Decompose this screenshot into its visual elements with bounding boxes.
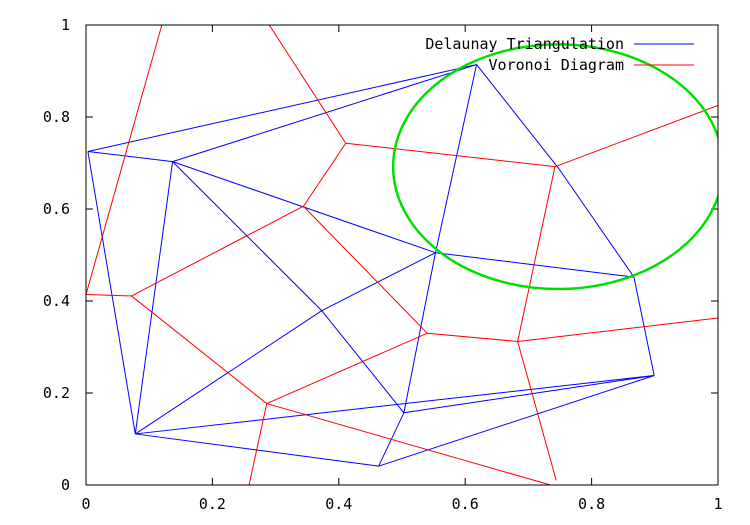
voronoi-edge (266, 403, 551, 485)
voronoi-edge (517, 317, 718, 342)
x-tick-label: 0 (81, 495, 90, 513)
voronoi-edge (248, 403, 268, 485)
y-tick-label: 0.4 (43, 292, 70, 310)
voronoi-edge (427, 332, 518, 342)
delaunay-edge (87, 64, 477, 152)
voronoi-edge (266, 332, 428, 405)
annotation-layer (391, 43, 718, 291)
x-tick-label: 1 (713, 495, 722, 513)
delaunay-edge (135, 375, 655, 435)
voronoi-edge (517, 341, 557, 481)
highlight-ellipse (391, 43, 718, 291)
delaunay-edge (134, 161, 174, 435)
delaunay-edge (476, 64, 560, 169)
x-tick-label: 0.4 (325, 495, 352, 513)
voronoi-edge (268, 25, 347, 144)
voronoi-edge (554, 105, 718, 168)
voronoi-edge (303, 205, 428, 334)
legend-label: Voronoi Diagram (489, 56, 624, 74)
delaunay-edge (378, 375, 655, 467)
delaunay-edge (87, 151, 136, 435)
series-voronoi (86, 25, 718, 485)
x-tick-label: 0.8 (578, 495, 605, 513)
plot-frame (85, 24, 719, 486)
delaunay-edge (87, 151, 173, 163)
delaunay-edge (321, 252, 436, 312)
y-tick-label: 0.2 (43, 384, 70, 402)
voronoi-edge (131, 295, 268, 404)
y-tick-label: 0.8 (43, 108, 70, 126)
delaunay-edge (435, 252, 635, 278)
delaunay-edge (172, 64, 477, 163)
voronoi-edge (86, 294, 132, 297)
voronoi-edge (131, 205, 304, 297)
legend: Delaunay Triangulation Voronoi Diagram (425, 35, 694, 74)
y-tick-label: 0.6 (43, 200, 70, 218)
voronoi-edge (302, 142, 347, 207)
series-delaunay (87, 64, 655, 467)
axis-tick-labels: 0 0.2 0.4 0.6 0.8 1 0 0.2 0.4 0.6 0.8 1 (43, 16, 723, 513)
y-tick-label: 0 (61, 476, 70, 494)
delaunay-edge (435, 64, 478, 253)
delaunay-edge (403, 252, 436, 413)
voronoi-edge (86, 25, 163, 295)
voronoi-edge (345, 142, 555, 168)
x-tick-label: 0.2 (199, 495, 226, 513)
series-layer (86, 25, 718, 485)
x-tick-label: 0.6 (452, 495, 479, 513)
delaunay-edge (135, 310, 323, 435)
delaunay-edge (403, 375, 655, 414)
delaunay-edge (558, 168, 635, 278)
legend-label: Delaunay Triangulation (425, 35, 624, 53)
y-tick-label: 1 (61, 16, 70, 34)
voronoi-edge (517, 166, 556, 342)
